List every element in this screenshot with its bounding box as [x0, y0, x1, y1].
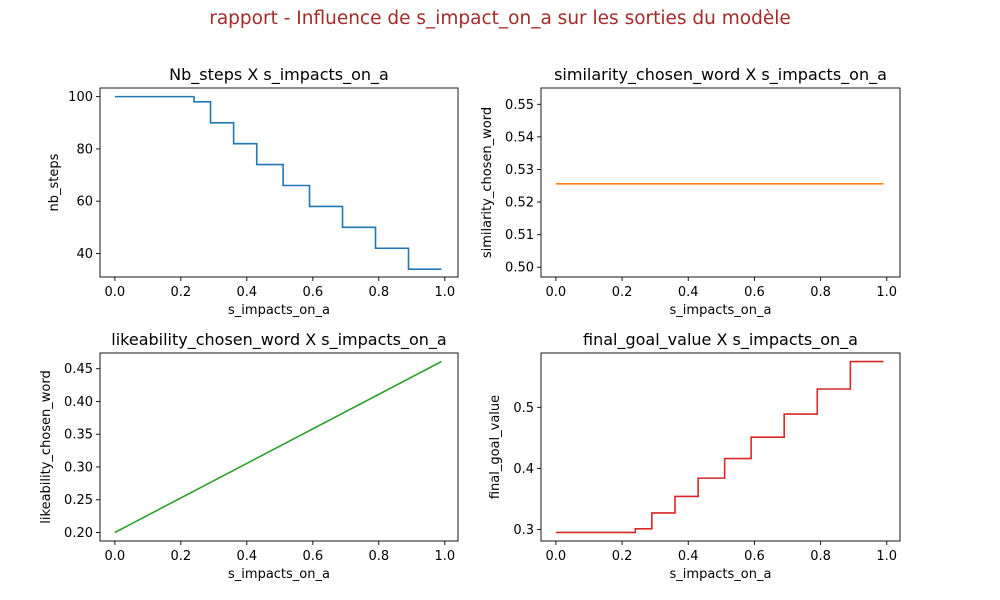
final-goal-xtick-label: 0.6 [744, 549, 765, 564]
nb-steps-xtick-label: 0.8 [368, 285, 389, 300]
likeability-ylabel: likeability_chosen_word [39, 370, 54, 523]
likeability-ytick-label: 0.25 [64, 493, 93, 508]
nb-steps-ytick-label: 80 [76, 142, 93, 157]
similarity-xtick-label: 1.0 [876, 285, 897, 300]
likeability-xlabel: s_impacts_on_a [228, 567, 330, 582]
similarity-xtick-label: 0.8 [810, 285, 831, 300]
likeability-xtick-label: 0.6 [302, 549, 323, 564]
likeability-ytick-label: 0.35 [64, 428, 93, 443]
nb-steps-ylabel: nb_steps [47, 153, 62, 211]
similarity-subplot: similarity_chosen_word X s_impacts_on_a 0… [480, 65, 901, 318]
final-goal-subplot: final_goal_value X s_impacts_on_a 0.0 0.2 0… [488, 330, 901, 582]
nb-steps-xtick-label: 0.2 [170, 285, 191, 300]
final-goal-ytick-label: 0.3 [513, 523, 534, 538]
similarity-xlabel: s_impacts_on_a [670, 303, 772, 318]
nb-steps-xtick-label: 0.0 [105, 285, 126, 300]
similarity-xtick-label: 0.2 [612, 285, 633, 300]
nb-steps-xlabel: s_impacts_on_a [228, 303, 330, 318]
nb-steps-subplot: Nb_steps X s_impacts_on_a 0.0 0.2 0.4 0.6 0.8… [47, 65, 459, 318]
similarity-axes-frame [540, 87, 901, 278]
likeability-ytick-label: 0.30 [64, 460, 93, 475]
similarity-xtick-label: 0.6 [744, 285, 765, 300]
nb-steps-xtick-label: 0.6 [302, 285, 323, 300]
similarity-ylabel: similarity_chosen_word [480, 107, 495, 258]
final-goal-ytick-label: 0.5 [513, 401, 534, 416]
final-goal-axes-frame [540, 352, 901, 542]
similarity-ytick-label: 0.55 [505, 98, 534, 113]
likeability-ytick-label: 0.45 [64, 362, 93, 377]
likeability-series-line [114, 360, 442, 534]
final-goal-xtick-label: 0.8 [810, 549, 831, 564]
similarity-ytick-label: 0.53 [505, 163, 534, 178]
similarity-ytick-label: 0.50 [505, 261, 534, 276]
similarity-title: similarity_chosen_word X s_impacts_on_a [554, 65, 887, 85]
final-goal-xtick-label: 0.0 [546, 549, 567, 564]
nb-steps-series-line [114, 95, 442, 270]
final-goal-xtick-label: 0.2 [612, 549, 633, 564]
final-goal-xlabel: s_impacts_on_a [670, 567, 772, 582]
final-goal-ytick-label: 0.4 [513, 462, 534, 477]
final-goal-xtick-label: 0.4 [678, 549, 699, 564]
similarity-xtick-label: 0.0 [546, 285, 567, 300]
similarity-ytick-label: 0.52 [505, 196, 534, 211]
similarity-xtick-label: 0.4 [678, 285, 699, 300]
final-goal-title: final_goal_value X s_impacts_on_a [583, 330, 858, 350]
likeability-ytick-label: 0.20 [64, 526, 93, 541]
likeability-xtick-label: 0.2 [170, 549, 191, 564]
final-goal-series-line [555, 360, 884, 534]
likeability-ytick-label: 0.40 [64, 395, 93, 410]
likeability-xtick-label: 0.4 [236, 549, 257, 564]
nb-steps-ytick-label: 60 [76, 195, 93, 210]
likeability-subplot: likeability_chosen_word X s_impacts_on_a… [39, 330, 459, 582]
similarity-ytick-label: 0.51 [505, 228, 534, 243]
final-goal-ylabel: final_goal_value [488, 395, 503, 499]
nb-steps-ytick-label: 100 [68, 90, 93, 105]
figure-suptitle: rapport - Influence de s_impact_on_a sur… [209, 8, 791, 29]
nb-steps-xtick-label: 1.0 [434, 285, 455, 300]
likeability-xtick-label: 0.8 [368, 549, 389, 564]
final-goal-xtick-label: 1.0 [876, 549, 897, 564]
likeability-title: likeability_chosen_word X s_impacts_on_a [111, 330, 446, 350]
similarity-ytick-label: 0.54 [505, 130, 534, 145]
likeability-xtick-label: 0.0 [105, 549, 126, 564]
nb-steps-xtick-label: 0.4 [236, 285, 257, 300]
likeability-axes-frame [99, 352, 459, 542]
nb-steps-title: Nb_steps X s_impacts_on_a [169, 65, 389, 85]
likeability-xtick-label: 1.0 [434, 549, 455, 564]
nb-steps-ytick-label: 40 [76, 247, 93, 262]
nb-steps-axes-frame [99, 87, 459, 278]
